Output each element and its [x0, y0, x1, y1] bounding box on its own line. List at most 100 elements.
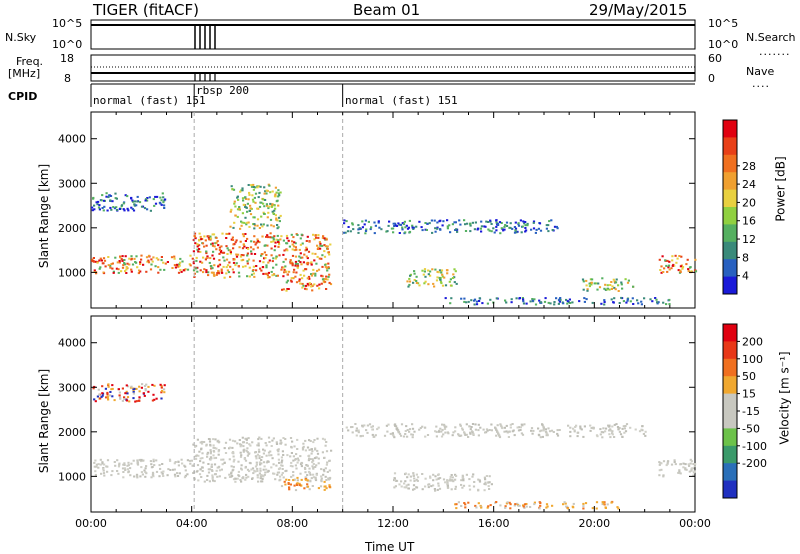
scatter-cell	[290, 475, 293, 478]
scatter-cell	[217, 466, 220, 469]
scatter-cell	[173, 257, 176, 260]
scatter-cell	[256, 467, 259, 470]
scatter-cell	[636, 299, 639, 302]
scatter-cell	[316, 437, 319, 440]
scatter-cell	[298, 278, 301, 281]
scatter-cell	[267, 276, 270, 279]
scatter-cell	[288, 488, 291, 491]
scatter-cell	[467, 300, 470, 303]
scatter-cell	[311, 485, 314, 487]
scatter-cell	[684, 468, 687, 471]
scatter-cell	[292, 459, 295, 462]
scatter-cell	[291, 262, 294, 265]
scatter-cell	[440, 271, 443, 274]
scatter-cell	[308, 454, 311, 457]
scatter-cell	[107, 264, 110, 267]
colorbar-segment	[723, 120, 737, 138]
scatter-cell	[279, 439, 282, 442]
scatter-cell	[277, 189, 280, 192]
scatter-cell	[246, 252, 249, 255]
scatter-cell	[438, 430, 441, 433]
scatter-cell	[311, 465, 314, 468]
scatter-cell	[421, 488, 424, 491]
scatter-cell	[408, 219, 411, 222]
scatter-cell	[307, 275, 311, 278]
scatter-cell	[131, 200, 135, 203]
scatter-cell	[252, 186, 255, 188]
scatter-cell	[274, 214, 277, 217]
colorbar-segment	[723, 224, 737, 243]
scatter-cell	[223, 276, 226, 279]
scatter-cell	[617, 284, 620, 287]
scatter-cell	[688, 465, 691, 467]
scatter-cell	[118, 462, 121, 465]
scatter-cell	[296, 266, 299, 269]
scatter-cell	[275, 217, 278, 220]
scatter-cell	[439, 278, 442, 281]
scatter-cell	[212, 233, 216, 236]
scatter-cell	[413, 488, 416, 490]
scatter-cell	[660, 468, 663, 471]
scatter-cell	[300, 478, 303, 481]
scatter-cell	[293, 484, 296, 487]
scatter-cell	[602, 502, 605, 505]
scatter-cell	[245, 437, 248, 440]
scatter-cell	[206, 255, 209, 258]
scatter-cell	[288, 270, 291, 273]
scatter-cell	[111, 384, 114, 387]
scatter-cell	[314, 274, 317, 277]
scatter-cell	[241, 187, 244, 190]
scatter-cell	[585, 284, 588, 287]
scatter-cell	[260, 459, 263, 461]
scatter-cell	[444, 284, 448, 287]
scatter-cell	[391, 432, 394, 435]
scatter-cell	[437, 474, 440, 476]
scatter-cell	[662, 475, 665, 478]
scatter-cell	[583, 300, 586, 303]
scatter-cell	[460, 505, 463, 507]
scatter-cell	[99, 397, 102, 400]
scatter-cell	[281, 459, 284, 462]
scatter-cell	[251, 441, 254, 444]
scatter-cell	[242, 265, 245, 268]
colorbar-tick-label: -200	[742, 457, 767, 470]
scatter-cell	[553, 303, 556, 306]
scatter-cell	[284, 265, 287, 268]
scatter-cell	[388, 220, 391, 223]
scatter-cell	[603, 303, 606, 306]
scatter-cell	[642, 433, 645, 435]
scatter-cell	[136, 463, 140, 466]
scatter-cell	[226, 253, 229, 255]
scatter-cell	[323, 438, 326, 441]
scatter-cell	[408, 280, 412, 283]
scatter-cell	[233, 221, 236, 224]
scatter-cell	[596, 435, 599, 438]
scatter-cell	[199, 468, 202, 471]
scatter-cell	[258, 241, 261, 244]
scatter-cell	[345, 220, 348, 223]
scatter-cell	[582, 435, 585, 438]
scatter-cell	[377, 220, 380, 223]
nsearch-tick-bottom: 10^0	[708, 38, 739, 51]
scatter-cell	[441, 275, 444, 278]
scatter-cell	[617, 290, 620, 292]
scatter-cell	[144, 475, 147, 478]
scatter-cell	[686, 258, 689, 261]
scatter-cell	[394, 485, 397, 488]
scatter-cell	[306, 263, 309, 266]
scatter-cell	[258, 191, 261, 194]
scatter-cell	[172, 468, 175, 471]
scatter-cell	[199, 260, 202, 263]
scatter-cell	[555, 225, 558, 228]
scatter-cell	[216, 440, 219, 443]
scatter-cell	[430, 219, 433, 222]
scatter-cell	[521, 225, 524, 228]
nave-label: Nave	[746, 65, 775, 78]
scatter-cell	[310, 448, 313, 451]
scatter-cell	[509, 426, 512, 429]
scatter-cell	[556, 432, 559, 435]
scatter-cell	[662, 460, 666, 463]
scatter-cell	[104, 265, 107, 268]
scatter-cell	[240, 454, 243, 457]
scatter-cell	[241, 436, 244, 439]
